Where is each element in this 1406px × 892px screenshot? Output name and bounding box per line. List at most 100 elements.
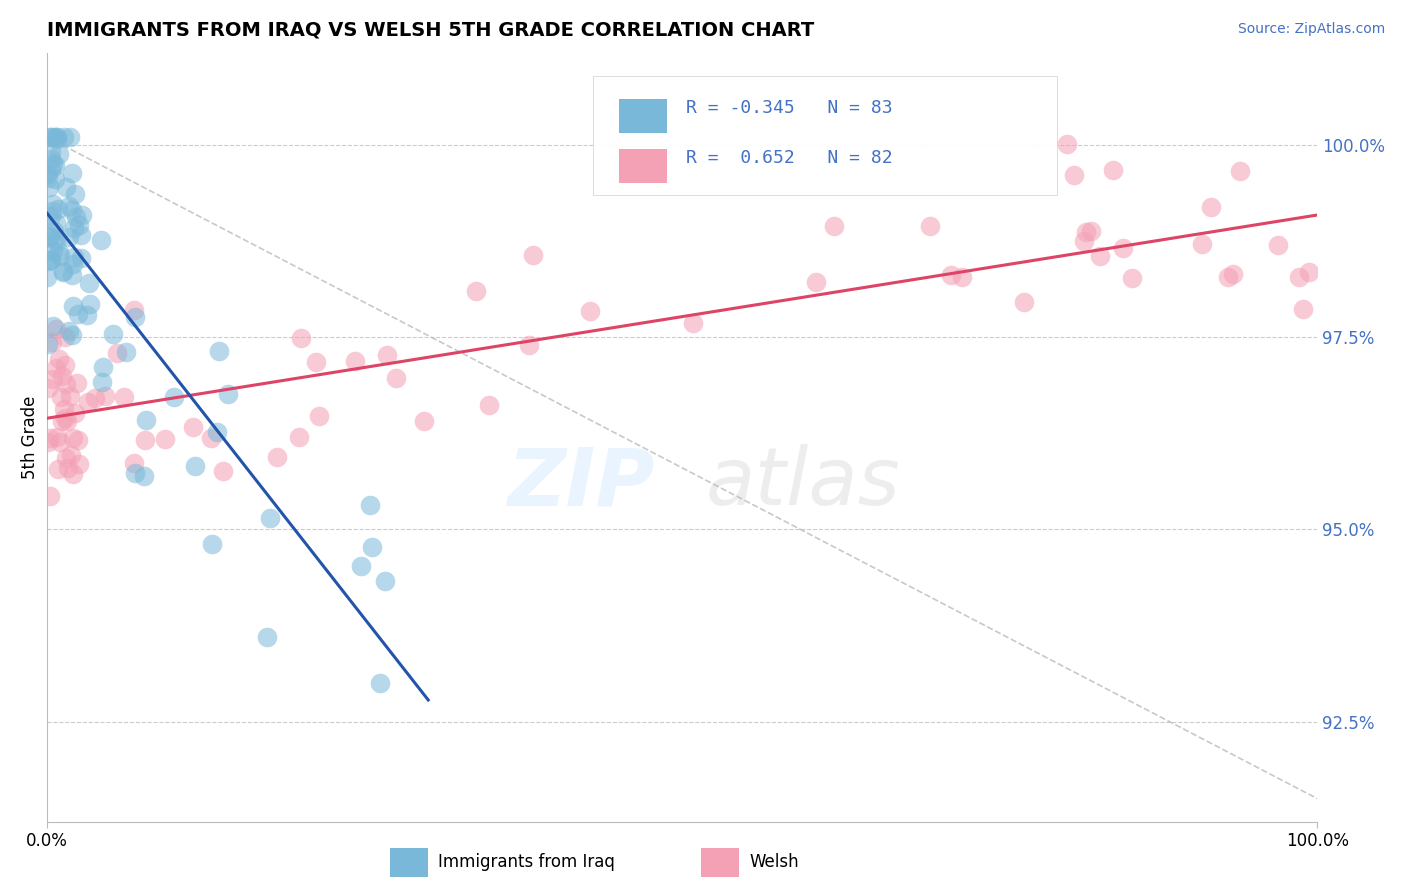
Point (37, 381, 59, 395)
Point (1218, 269, 1240, 284)
Point (368, 676, 391, 690)
Text: Welsh: Welsh (749, 853, 799, 871)
Point (122, 456, 145, 470)
Point (42, 130, 65, 145)
Point (63, 250, 86, 264)
Point (39, 130, 62, 145)
Point (1199, 200, 1222, 214)
Point (49, 390, 72, 404)
Point (51, 414, 73, 428)
FancyBboxPatch shape (702, 848, 740, 877)
Point (59, 389, 82, 403)
Point (208, 344, 231, 359)
Point (181, 419, 204, 434)
Point (200, 431, 222, 445)
Point (38, 489, 60, 503)
Point (1229, 164, 1251, 178)
Point (67, 457, 90, 471)
Point (112, 390, 135, 404)
Point (46, 131, 69, 145)
Point (56, 461, 79, 475)
Point (42, 372, 65, 386)
Point (344, 354, 367, 368)
Point (58, 324, 80, 338)
Point (1288, 270, 1310, 285)
Point (290, 331, 312, 345)
Point (45, 322, 67, 336)
Point (522, 248, 544, 262)
Point (374, 574, 396, 588)
Point (48, 351, 70, 366)
Point (37, 168, 59, 182)
Point (134, 434, 156, 448)
Point (62, 258, 84, 272)
Point (65, 211, 87, 225)
Point (37, 171, 59, 186)
Point (39, 145, 62, 159)
FancyBboxPatch shape (593, 76, 1057, 194)
Point (124, 310, 146, 324)
Point (42, 318, 65, 333)
Point (1191, 237, 1213, 252)
Point (1012, 295, 1035, 310)
Point (55, 180, 77, 194)
Point (67, 218, 90, 232)
Point (41, 334, 63, 349)
Point (45, 130, 67, 145)
FancyBboxPatch shape (389, 848, 429, 877)
Point (1101, 162, 1123, 177)
Point (37, 434, 59, 449)
Point (1074, 225, 1097, 239)
Point (45, 361, 67, 376)
Point (38, 130, 60, 145)
Point (42, 244, 65, 258)
Point (90, 375, 112, 389)
Y-axis label: 5th Grade: 5th Grade (21, 395, 39, 479)
Point (60, 203, 83, 218)
Point (135, 413, 157, 427)
Point (52, 265, 75, 279)
Point (804, 275, 827, 289)
Point (124, 303, 146, 318)
Point (51, 368, 73, 383)
Point (478, 398, 501, 412)
Point (377, 348, 399, 362)
Point (62, 431, 84, 445)
Point (67, 433, 90, 447)
Text: R = -0.345   N = 83: R = -0.345 N = 83 (686, 99, 893, 117)
Point (361, 540, 384, 554)
Point (60, 449, 83, 463)
Point (46, 462, 69, 476)
Point (53, 330, 76, 344)
Point (52, 401, 75, 416)
Point (579, 304, 602, 318)
Point (1222, 267, 1244, 281)
Point (42, 197, 65, 211)
Point (39, 162, 62, 177)
Point (48, 244, 70, 259)
Point (38, 230, 60, 244)
Point (58, 199, 80, 213)
Text: atlas: atlas (706, 444, 900, 522)
Point (48, 146, 70, 161)
Point (211, 464, 233, 478)
Point (1073, 234, 1095, 248)
Point (94, 389, 117, 403)
Point (45, 216, 67, 230)
FancyBboxPatch shape (619, 99, 666, 133)
Point (91, 360, 114, 375)
Point (308, 409, 330, 423)
Point (45, 235, 67, 249)
Point (350, 559, 373, 574)
Point (38, 228, 60, 243)
Point (90, 233, 112, 247)
Point (42, 157, 65, 171)
Point (52, 264, 75, 278)
Point (517, 338, 540, 352)
Text: ZIP: ZIP (508, 444, 654, 522)
Point (77, 394, 100, 409)
Point (79, 296, 101, 310)
Point (1063, 168, 1085, 182)
Point (920, 219, 942, 233)
Point (53, 410, 76, 425)
